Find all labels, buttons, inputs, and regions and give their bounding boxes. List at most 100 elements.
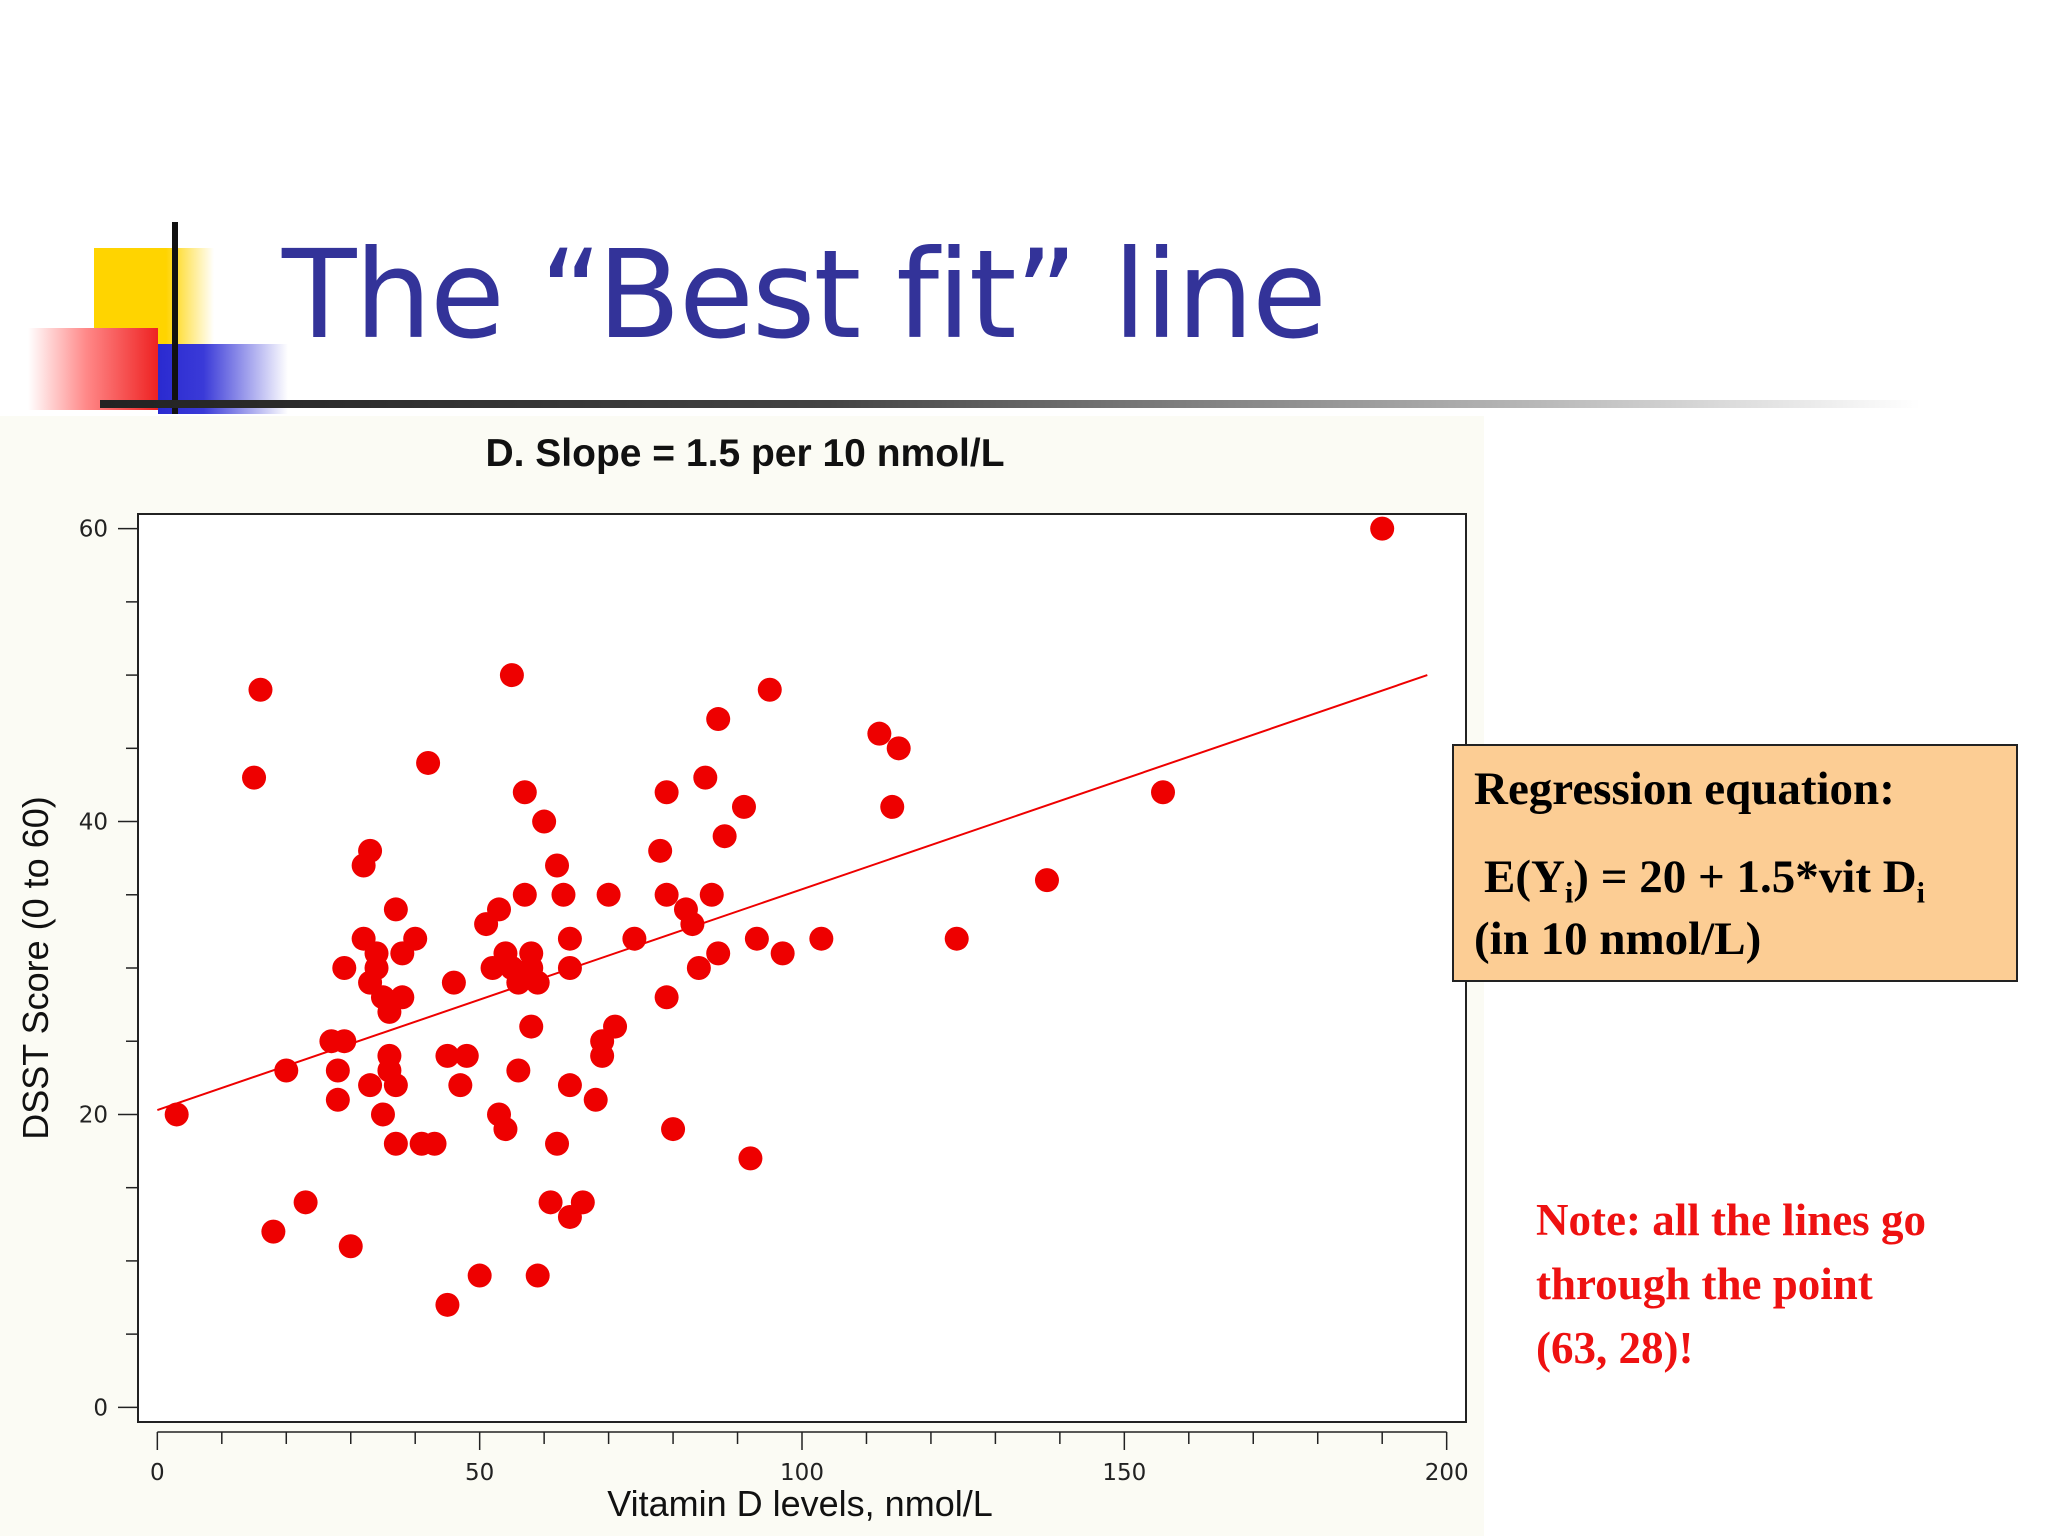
data-point [493, 1117, 518, 1142]
equation-subscript: i [1564, 876, 1574, 910]
data-point [545, 1131, 570, 1156]
y-tick-label: 0 [93, 1395, 108, 1421]
title-underline-rule [100, 400, 1920, 408]
data-point [332, 956, 357, 980]
regression-units: (in 10 nmol/L) [1474, 913, 1762, 965]
data-point [557, 956, 582, 980]
data-point [557, 926, 582, 951]
regression-equation-box: Regression equation: E(Yi) = 20 + 1.5*vi… [1452, 744, 2018, 982]
data-point [487, 897, 512, 922]
data-point [744, 926, 769, 951]
data-point [712, 824, 737, 849]
note-line-1: Note: all the lines go [1536, 1195, 1926, 1245]
data-point [467, 1263, 492, 1288]
data-point [454, 1043, 479, 1068]
data-point [383, 1131, 408, 1156]
plot-area [137, 513, 1467, 1423]
data-point [261, 1219, 286, 1244]
x-tick-label: 150 [1102, 1460, 1146, 1486]
y-tick-label: 40 [79, 810, 108, 836]
note-line-2: through the point [1536, 1259, 1873, 1309]
decor-vertical-rule [172, 222, 178, 414]
slide-title: The “Best fit” line [282, 224, 1327, 366]
data-point [583, 1087, 608, 1112]
data-point [809, 926, 834, 951]
data-point [603, 1014, 628, 1039]
data-point [512, 882, 537, 907]
data-point [551, 882, 576, 907]
data-point [706, 707, 731, 732]
data-point [435, 1292, 460, 1317]
data-point [648, 838, 673, 863]
data-point [519, 1014, 544, 1039]
data-point [1151, 780, 1176, 805]
x-axis-label: Vitamin D levels, nmol/L [607, 1483, 993, 1524]
data-point [242, 765, 267, 790]
data-point [706, 941, 731, 966]
data-point [358, 1073, 383, 1098]
data-point [248, 677, 273, 702]
data-point [596, 882, 621, 907]
data-point [441, 970, 466, 995]
data-point [416, 750, 441, 775]
data-point [422, 1131, 447, 1156]
note-text: Note: all the lines go through the point… [1536, 1188, 2036, 1380]
data-point [622, 926, 647, 951]
data-point [538, 1190, 563, 1215]
data-point [693, 765, 718, 790]
data-point [448, 1073, 473, 1098]
data-point [661, 1117, 686, 1142]
data-point [686, 956, 711, 980]
regression-title: Regression equation: [1474, 763, 1895, 815]
fit-line-layer [157, 674, 1428, 1112]
equation-rhs: ) = 20 + 1.5*vit D [1573, 851, 1917, 903]
data-point [654, 882, 679, 907]
y-tick-label: 60 [79, 517, 108, 543]
data-point [867, 721, 892, 746]
data-point [738, 1146, 763, 1171]
x-tick-label: 0 [150, 1460, 165, 1486]
data-point [886, 736, 911, 761]
equation-subscript-2: i [1916, 876, 1926, 910]
fit-line [157, 674, 1428, 1112]
data-point [377, 1043, 402, 1068]
y-tick-label: 20 [79, 1102, 108, 1128]
equation-lhs: E(Y [1484, 851, 1565, 903]
data-point [731, 794, 756, 819]
data-point [680, 912, 705, 937]
data-point [532, 809, 557, 834]
data-point [654, 780, 679, 805]
data-point [757, 677, 782, 702]
data-point [390, 985, 415, 1010]
decor-red-square [28, 328, 158, 410]
data-point [403, 926, 428, 951]
data-point [338, 1234, 363, 1259]
data-point [383, 897, 408, 922]
x-tick-label: 50 [465, 1460, 494, 1486]
data-point [164, 1102, 189, 1127]
note-line-3: (63, 28)! [1536, 1323, 1694, 1373]
y-axis-label: DSST Score (0 to 60) [15, 796, 56, 1139]
scatter-chart: D. Slope = 1.5 per 10 nmol/L 0 50 100 150 20… [15, 432, 1469, 1524]
data-point [880, 794, 905, 819]
data-point [699, 882, 724, 907]
points-layer [164, 516, 1395, 1317]
data-point [557, 1073, 582, 1098]
data-point [506, 1058, 531, 1083]
chart-panel: D. Slope = 1.5 per 10 nmol/L 0 50 100 150 20… [0, 416, 1484, 1536]
data-point [525, 970, 550, 995]
data-point [325, 1058, 350, 1083]
data-point [332, 1029, 357, 1054]
data-point [383, 1073, 408, 1098]
data-point [358, 838, 383, 863]
data-point [654, 985, 679, 1010]
data-point [364, 941, 389, 966]
data-point [770, 941, 795, 966]
data-point [370, 1102, 395, 1127]
chart-title: D. Slope = 1.5 per 10 nmol/L [485, 432, 1004, 475]
data-point [944, 926, 969, 951]
y-axis: 0 20 40 60 [79, 517, 138, 1421]
data-point [545, 853, 570, 878]
data-point [499, 663, 524, 688]
data-point [1370, 516, 1395, 541]
